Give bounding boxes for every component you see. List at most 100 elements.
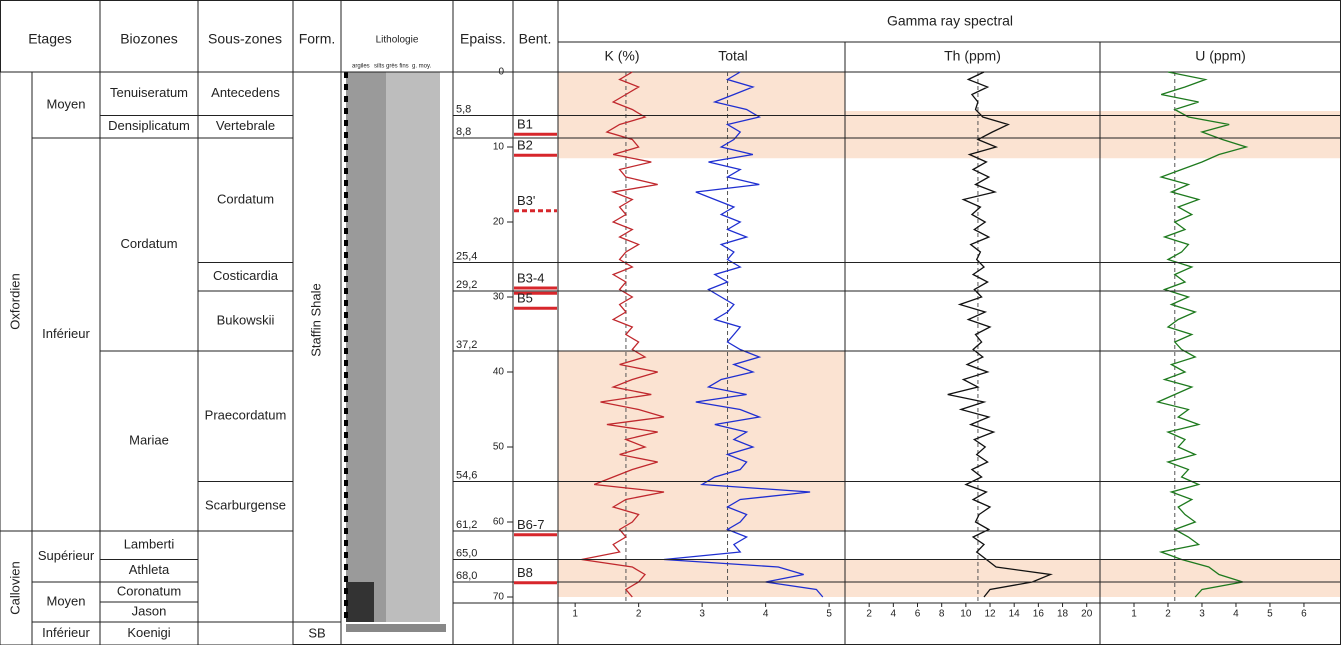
- highlight: [1100, 559, 1341, 597]
- biozone: Cordatum: [120, 236, 177, 251]
- biozone: Koenigi: [127, 625, 170, 640]
- formation: SB: [308, 625, 325, 640]
- x-tick-label: 5: [826, 609, 832, 620]
- highlight: [558, 351, 845, 531]
- boundary-label: 29,2: [456, 279, 477, 291]
- biozone: Tenuiseratum: [110, 85, 188, 100]
- y-tick-label: 20: [493, 217, 505, 228]
- bentonite-label: B5: [517, 291, 533, 306]
- x-tick-label: 6: [1301, 609, 1307, 620]
- table-cell: [31, 581, 101, 623]
- x-tick-label: 1: [1131, 609, 1137, 620]
- header: Form.: [299, 31, 336, 47]
- header: Epaiss.: [460, 31, 506, 47]
- boundary-label: 5,8: [456, 103, 471, 115]
- table-cell: [197, 137, 294, 263]
- highlight: [1100, 111, 1341, 159]
- subzone: Costicardia: [213, 268, 279, 283]
- biozone: Coronatum: [117, 583, 181, 598]
- table-cell: [197, 290, 294, 352]
- curve: [581, 71, 665, 598]
- litho-base: [346, 624, 446, 632]
- stage: Callovien: [7, 561, 22, 614]
- x-tick-label: 2: [866, 609, 872, 620]
- formation: Staffin Shale: [308, 283, 323, 356]
- header: Sous-zones: [208, 31, 282, 47]
- table-cell: [197, 350, 294, 482]
- x-tick-label: 12: [984, 609, 996, 620]
- chart-title: Gamma ray spectral: [887, 13, 1013, 29]
- boundary-label: 25,4: [456, 250, 477, 262]
- subzone: Vertebrale: [216, 118, 275, 133]
- substage: Inférieur: [42, 326, 90, 341]
- litho-scale: g. moy.: [412, 64, 432, 70]
- biozone: Lamberti: [124, 537, 175, 552]
- subzone: Praecordatum: [205, 408, 287, 423]
- table-cell: [31, 530, 101, 583]
- boundary-label: 37,2: [456, 339, 477, 351]
- header: Biozones: [120, 31, 178, 47]
- substage: Moyen: [46, 593, 85, 608]
- x-tick-label: 3: [699, 609, 705, 620]
- legend-label: U (ppm): [1195, 48, 1246, 64]
- x-tick-label: 3: [1199, 609, 1205, 620]
- biozone: Mariae: [129, 432, 169, 447]
- subzone: Scarburgense: [205, 498, 286, 513]
- boundary-label: 8,8: [456, 126, 471, 138]
- y-tick-label: 10: [493, 142, 505, 153]
- litho-scale: silts: [374, 64, 384, 70]
- legend-label: Th (ppm): [944, 48, 1001, 64]
- x-tick-label: 16: [1033, 609, 1045, 620]
- y-tick-label: 40: [493, 367, 505, 378]
- y-tick-label: 70: [493, 592, 505, 603]
- x-tick-label: 4: [1233, 609, 1239, 620]
- table-cell: [31, 137, 101, 532]
- y-tick-label: 0: [498, 67, 504, 78]
- litho-dark: [346, 582, 374, 622]
- subzone: Cordatum: [217, 192, 274, 207]
- stage: Oxfordien: [7, 273, 22, 329]
- table-cell: [99, 137, 199, 352]
- x-tick-label: 2: [1165, 609, 1171, 620]
- table-cell: [197, 530, 294, 623]
- litho-scale: grès fins: [386, 64, 409, 70]
- bentonite-label: B3': [517, 193, 535, 208]
- x-tick-label: 4: [891, 609, 897, 620]
- highlight: [845, 559, 1100, 597]
- table-cell: [99, 350, 199, 532]
- substage: Supérieur: [38, 548, 95, 563]
- x-tick-label: 8: [939, 609, 945, 620]
- y-tick-label: 60: [493, 517, 505, 528]
- bentonite-label: B8: [517, 565, 533, 580]
- x-tick-label: 5: [1267, 609, 1273, 620]
- lithology-log: [344, 72, 446, 632]
- highlight: [845, 111, 1100, 159]
- x-tick-label: 20: [1081, 609, 1093, 620]
- bentonite-label: B6-7: [517, 517, 544, 532]
- header: Bent.: [519, 31, 552, 47]
- litho-core: [346, 72, 386, 622]
- y-tick-label: 30: [493, 292, 505, 303]
- legend-label: K (%): [605, 48, 640, 64]
- bentonite-label: B3-4: [517, 270, 544, 285]
- header: Lithologie: [376, 35, 419, 46]
- x-tick-label: 10: [960, 609, 972, 620]
- highlight: [558, 559, 845, 597]
- biozone: Athleta: [129, 562, 170, 577]
- table-cell: [197, 262, 294, 292]
- biozone: Densiplicatum: [108, 118, 190, 133]
- x-tick-label: 1: [572, 609, 578, 620]
- litho-scale: argiles: [352, 64, 370, 70]
- bentonite-label: B1: [517, 117, 533, 132]
- subzone: Bukowskii: [217, 312, 275, 327]
- x-tick-label: 4: [763, 609, 769, 620]
- boundary-label: 68,0: [456, 570, 477, 582]
- table-cell: [0, 530, 33, 645]
- substage: Inférieur: [42, 625, 90, 640]
- curve: [663, 71, 824, 598]
- curve: [1155, 71, 1249, 598]
- x-tick-label: 14: [1009, 609, 1021, 620]
- table-cell: [197, 621, 294, 645]
